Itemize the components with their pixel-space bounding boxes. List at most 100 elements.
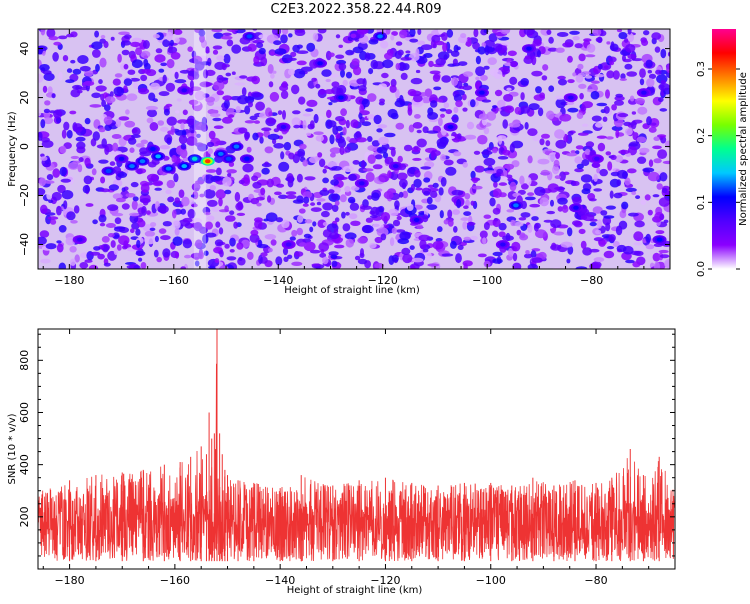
heatmap-cell — [581, 159, 590, 167]
heatmap-cell — [199, 193, 205, 198]
heatmap-cell — [397, 155, 403, 163]
heatmap-cell — [566, 102, 575, 105]
heatmap-cell — [371, 192, 380, 201]
heatmap-cell — [344, 232, 357, 240]
heatmap-cell — [141, 68, 152, 74]
heatmap-cell — [40, 119, 46, 129]
heatmap-cell — [514, 221, 524, 227]
heatmap-cell — [331, 204, 339, 212]
heatmap-cell — [112, 78, 121, 86]
heatmap-cell — [457, 133, 462, 140]
heatmap-cell — [591, 115, 602, 122]
heatmap-cell — [216, 90, 224, 96]
heatmap-cell — [224, 205, 229, 212]
heatmap-cell — [378, 136, 389, 146]
heatmap-ylabel: Frequency (Hz) — [7, 111, 18, 187]
heatmap-cell — [652, 252, 661, 262]
heatmap-cell — [40, 156, 48, 161]
heatmap-cell — [446, 29, 454, 38]
hotspot-28-core — [76, 237, 83, 242]
heatmap-cell — [578, 83, 587, 89]
heatmap-cell — [658, 83, 670, 91]
heatmap-cell — [457, 244, 464, 250]
heatmap-cell — [572, 36, 580, 41]
snr-line — [38, 363, 675, 562]
heatmap-cell — [585, 54, 596, 58]
heatmap-cell — [239, 75, 248, 79]
heatmap-cell — [641, 39, 649, 46]
heatmap-cell — [357, 258, 368, 265]
heatmap-cell — [541, 133, 550, 139]
heatmap-cell — [144, 236, 156, 245]
heatmap-cell — [626, 71, 638, 77]
heatmap-cell — [562, 42, 573, 48]
heatmap-cell — [60, 178, 71, 183]
heatmap-cell — [46, 29, 56, 38]
heatmap-cell — [107, 233, 115, 238]
heatmap-cell — [173, 173, 179, 183]
heatmap-cell — [474, 165, 485, 173]
heatmap-cell — [61, 129, 67, 139]
heatmap-cell — [219, 249, 224, 258]
heatmap-cell — [169, 39, 174, 47]
heatmap-cell — [104, 96, 116, 104]
heatmap-cell — [432, 240, 444, 250]
heatmap-cell — [455, 100, 463, 108]
heatmap-cell — [58, 35, 68, 40]
heatmap-cell — [260, 187, 266, 196]
heatmap-cell — [130, 181, 139, 188]
heatmap-cell — [46, 174, 54, 181]
heatmap-cell — [441, 32, 448, 41]
heatmap-cell — [470, 235, 478, 241]
heatmap-cell — [603, 215, 615, 219]
heatmap-cell — [38, 131, 43, 141]
heatmap-cell — [486, 111, 497, 121]
heatmap-cell — [647, 171, 660, 182]
heatmap-cell — [333, 228, 339, 234]
heatmap-cell — [627, 53, 637, 60]
heatmap-cell — [639, 78, 645, 86]
heatmap-cell — [38, 236, 47, 245]
heatmap-cell — [133, 82, 139, 90]
heatmap-cell — [95, 63, 100, 72]
heatmap-cell — [302, 191, 313, 199]
heatmap-cell — [352, 46, 364, 54]
heatmap-cell — [302, 203, 309, 207]
heatmap-cell — [560, 241, 573, 248]
heatmap-cell — [660, 79, 666, 85]
heatmap-cell — [172, 236, 183, 246]
heatmap-cell — [182, 239, 193, 249]
heatmap-cell — [588, 198, 597, 202]
heatmap-cell — [465, 199, 470, 207]
heatmap-cell — [664, 258, 670, 269]
heatmap-cell — [520, 212, 531, 218]
heatmap-cell — [621, 201, 629, 210]
heatmap-cell — [309, 120, 315, 129]
heatmap-cell — [160, 62, 168, 67]
heatmap-cell — [38, 73, 44, 83]
heatmap-cell — [116, 244, 122, 251]
heatmap-cell — [608, 56, 617, 63]
heatmap-cell — [483, 222, 490, 230]
heatmap-cell — [329, 147, 342, 154]
heatmap-cell — [567, 227, 573, 237]
heatmap-cell — [182, 109, 188, 116]
heatmap-cell — [117, 53, 122, 63]
heatmap-cell — [591, 80, 600, 84]
heatmap-cell — [215, 189, 226, 200]
heatmap-cell — [458, 35, 468, 44]
heatmap-cell — [40, 258, 51, 264]
heatmap-cell — [40, 153, 45, 158]
heatmap-cell — [463, 205, 469, 209]
heatmap-cell — [493, 43, 503, 52]
heatmap-cell — [173, 29, 183, 35]
heatmap-cell — [555, 152, 560, 160]
heatmap-cell — [207, 108, 219, 115]
heatmap-cell — [136, 168, 143, 175]
heatmap-cell — [66, 68, 73, 73]
heatmap-cell — [160, 235, 171, 241]
heatmap-cell — [244, 105, 251, 115]
heatmap-cell — [246, 146, 252, 153]
heatmap-cell — [637, 156, 647, 164]
